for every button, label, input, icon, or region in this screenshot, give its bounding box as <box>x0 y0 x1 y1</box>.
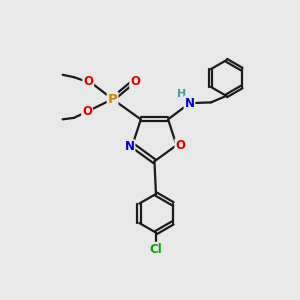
Text: N: N <box>184 97 194 110</box>
Text: O: O <box>176 140 185 152</box>
Text: P: P <box>108 93 118 106</box>
Text: H: H <box>176 89 186 99</box>
Text: O: O <box>130 75 140 88</box>
Text: N: N <box>124 140 134 153</box>
Text: O: O <box>82 105 92 119</box>
Text: Cl: Cl <box>150 243 162 256</box>
Text: O: O <box>83 75 93 88</box>
